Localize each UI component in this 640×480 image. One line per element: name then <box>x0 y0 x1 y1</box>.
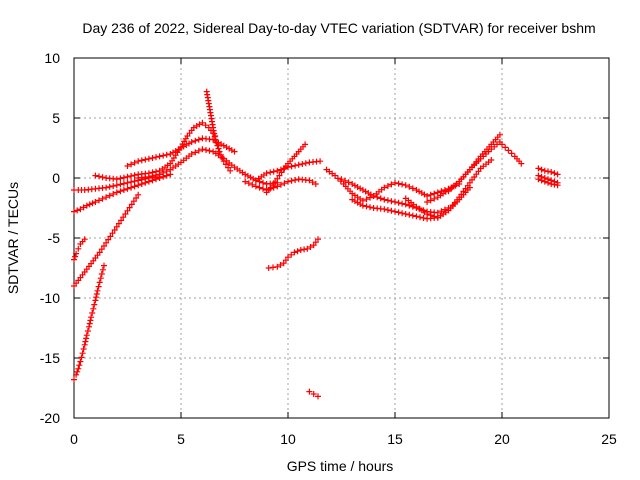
series-track-j <box>242 176 319 193</box>
series-track-e <box>71 262 107 383</box>
grid <box>74 58 609 418</box>
series-track-f <box>92 119 219 183</box>
x-tick-label: 10 <box>280 431 296 447</box>
y-tick-label: -10 <box>40 290 60 306</box>
series-track-i <box>203 88 234 174</box>
series-track-l <box>263 141 309 196</box>
axis-ticks <box>73 57 610 419</box>
series-track-b <box>71 171 174 215</box>
y-tick-label: -20 <box>40 410 60 426</box>
series-track-d <box>71 191 142 289</box>
x-tick-label: 0 <box>70 431 78 447</box>
data-point-markers <box>535 165 561 178</box>
series-track-n <box>306 388 321 400</box>
data-point-markers <box>71 171 174 215</box>
y-tick-label: -5 <box>48 230 61 246</box>
data-point-markers <box>535 176 561 189</box>
data-point-markers <box>306 388 321 400</box>
series-track-o <box>323 166 463 204</box>
y-tick-label: 10 <box>44 50 60 66</box>
x-tick-label: 5 <box>177 431 185 447</box>
series-track-m <box>265 236 321 271</box>
data-point-markers <box>402 157 495 221</box>
data-point-markers <box>323 166 463 204</box>
x-axis-title: GPS time / hours <box>287 458 394 474</box>
y-axis-title: SDTVAR / TECUs <box>5 182 21 294</box>
data-point-markers <box>499 141 525 167</box>
series-track-c <box>71 236 88 263</box>
data-point-markers <box>71 236 88 263</box>
series-track-t <box>445 139 503 195</box>
data-points <box>71 88 561 400</box>
chart-title: Day 236 of 2022, Sidereal Day-to-day VTE… <box>82 20 595 36</box>
x-axis-tick-labels: 0 5 10 15 20 25 <box>70 431 617 447</box>
x-tick-label: 15 <box>387 431 403 447</box>
data-point-markers <box>92 119 219 183</box>
data-point-markers <box>445 139 503 195</box>
data-point-markers <box>265 236 321 271</box>
series-track-x <box>535 176 561 189</box>
data-point-markers <box>71 191 142 289</box>
data-point-markers <box>203 88 234 174</box>
data-point-markers <box>263 141 309 196</box>
series-track-r <box>402 157 495 221</box>
y-tick-label: -15 <box>40 350 60 366</box>
x-tick-label: 20 <box>494 431 510 447</box>
y-tick-label: 0 <box>52 170 60 186</box>
series-track-u <box>499 141 525 167</box>
data-point-markers <box>242 176 319 193</box>
x-tick-label: 25 <box>601 431 617 447</box>
y-tick-label: 5 <box>52 110 60 126</box>
y-axis-tick-labels: 10 5 0 -5 -10 -15 -20 <box>40 50 60 426</box>
data-point-markers <box>71 262 107 383</box>
series-track-v <box>535 165 561 178</box>
